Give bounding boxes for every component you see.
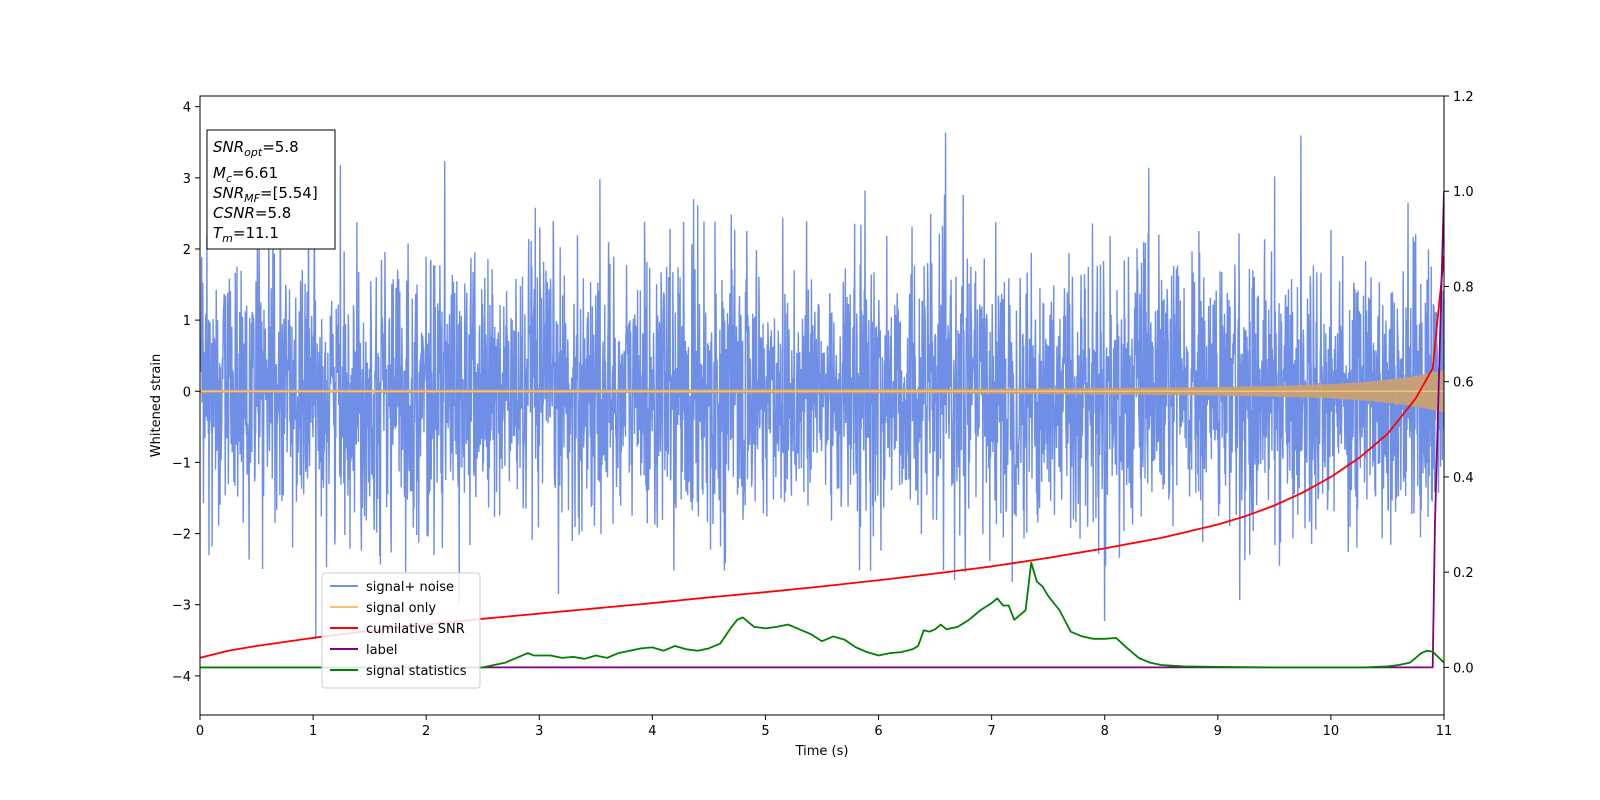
- y2-tick-label: 0.6: [1453, 376, 1474, 391]
- info-line: SNRMF=[5.54]: [213, 184, 318, 205]
- x-tick-label: 4: [648, 724, 656, 739]
- y-axis-label: Whitened strain: [149, 354, 164, 457]
- y2-tick-label: 0.0: [1453, 661, 1474, 676]
- y-tick-label: −3: [172, 599, 191, 614]
- x-tick-label: 2: [422, 724, 430, 739]
- info-box-frame: [206, 129, 336, 250]
- info-line: Mc=6.61: [213, 164, 278, 185]
- y-tick-label: 4: [183, 101, 191, 116]
- y-tick-label: 0: [183, 385, 191, 400]
- y-tick-label: −2: [172, 528, 191, 543]
- x-tick-label: 8: [1101, 724, 1109, 739]
- x-axis-label: Time (s): [795, 744, 849, 759]
- x-tick-label: 10: [1323, 724, 1340, 739]
- y-tick-label: −1: [172, 456, 191, 471]
- y2-tick-label: 1.0: [1453, 185, 1474, 200]
- legend-label: cumilative SNR: [366, 622, 465, 637]
- y-tick-label: 3: [183, 172, 191, 187]
- legend-label: signal+ noise: [366, 580, 454, 595]
- legend-label: signal statistics: [366, 664, 467, 679]
- legend-label: signal only: [366, 601, 436, 616]
- plot-frame: [199, 95, 1445, 716]
- x-tick-label: 0: [196, 724, 204, 739]
- axes: 0 1 2 3 4 5 6 7 8 9 10 1143210−1−2−3−41.21.00.80.60…: [149, 90, 1474, 759]
- x-tick-label: 9: [1214, 724, 1222, 739]
- x-tick-label: 5: [761, 724, 769, 739]
- x-tick-label: 6: [874, 724, 882, 739]
- y-tick-label: 1: [183, 314, 191, 329]
- info-line: SNRopt=5.8: [213, 138, 299, 159]
- x-tick-label: 7: [987, 724, 995, 739]
- y2-tick-label: 0.4: [1453, 471, 1474, 486]
- x-tick-label: 11: [1436, 724, 1453, 739]
- series-signal-statistics: [200, 561, 1444, 669]
- info-line: Tm=11.1: [213, 224, 279, 245]
- x-tick-label: 3: [535, 724, 543, 739]
- series-label: [200, 191, 1444, 669]
- y-tick-label: −4: [172, 670, 191, 685]
- legend-label: label: [366, 643, 397, 658]
- series-signal-noise: [200, 132, 1444, 639]
- info-line: CSNR=5.8: [213, 204, 291, 222]
- y2-tick-label: 0.8: [1453, 280, 1474, 295]
- legend: signal+ noise signal only cumilative SNR la…: [321, 572, 481, 689]
- x-tick-label: 1: [309, 724, 317, 739]
- legend-box: [321, 572, 481, 689]
- y2-tick-label: 1.2: [1453, 90, 1474, 105]
- y-tick-label: 2: [183, 243, 191, 258]
- y2-tick-label: 0.2: [1453, 566, 1474, 581]
